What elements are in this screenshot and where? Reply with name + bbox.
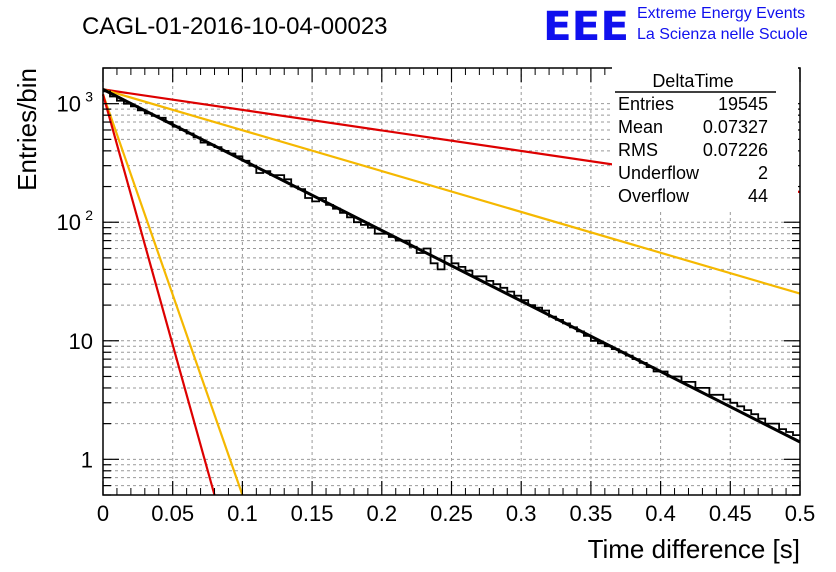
x-tick-label: 0.25: [430, 501, 473, 526]
run-title: CAGL-01-2016-10-04-00023: [82, 13, 388, 40]
stats-label-overflow: Overflow: [618, 186, 690, 206]
y-tick-exponent: 3: [85, 89, 93, 105]
x-tick-label: 0.1: [227, 501, 258, 526]
x-tick-label: 0.45: [709, 501, 752, 526]
fit-line: [102, 88, 801, 444]
y-tick-label: 1: [81, 447, 93, 472]
model-curve-2: [102, 88, 801, 295]
stats-value-entries: 19545: [718, 94, 768, 114]
brand-line-2: La Scienza nelle Scuole: [637, 26, 808, 43]
stats-label-entries: Entries: [618, 94, 674, 114]
stats-label-rms: RMS: [618, 140, 658, 160]
stats-title: DeltaTime: [652, 71, 733, 91]
y-tick-label: 10: [57, 92, 81, 117]
stats-value-mean: 0.07327: [703, 117, 768, 137]
x-tick-label: 0.05: [151, 501, 194, 526]
x-axis-title: Time difference [s]: [588, 534, 800, 564]
stats-label-underflow: Underflow: [618, 163, 700, 183]
stats-box-background: [612, 66, 798, 212]
stats-value-overflow: 44: [748, 186, 768, 206]
exponential-fit-line: [102, 88, 801, 444]
stats-label-mean: Mean: [618, 117, 663, 137]
y-tick-label: 10: [69, 329, 93, 354]
stats-value-rms: 0.07226: [703, 140, 768, 160]
stats-box: DeltaTime Entries 19545 Mean 0.07327 RMS…: [612, 66, 798, 212]
x-tick-label: 0.35: [569, 501, 612, 526]
model-curve-3: [101, 93, 244, 496]
brand-line-1: Extreme Energy Events: [637, 5, 805, 22]
x-tick-label: 0.5: [785, 501, 816, 526]
y-axis-title: Entries/bin: [12, 68, 42, 191]
x-tick-label: 0.15: [291, 501, 334, 526]
x-tick-labels: 0 0.05 0.1 0.15 0.2 0.25 0.3 0.35 0.4 0.45 0.5: [97, 501, 815, 526]
x-tick-label: 0: [97, 501, 109, 526]
y-tick-exponent: 2: [85, 207, 93, 223]
stats-value-underflow: 2: [758, 163, 768, 183]
grid-lines: [103, 67, 800, 496]
y-tick-label: 10: [57, 210, 81, 235]
x-tick-label: 0.4: [645, 501, 676, 526]
model-curve-4: [101, 94, 216, 496]
eee-logo: EEE: [543, 4, 629, 50]
axis-ticks: [102, 67, 801, 496]
x-tick-label: 0.3: [506, 501, 537, 526]
x-tick-label: 0.2: [367, 501, 398, 526]
